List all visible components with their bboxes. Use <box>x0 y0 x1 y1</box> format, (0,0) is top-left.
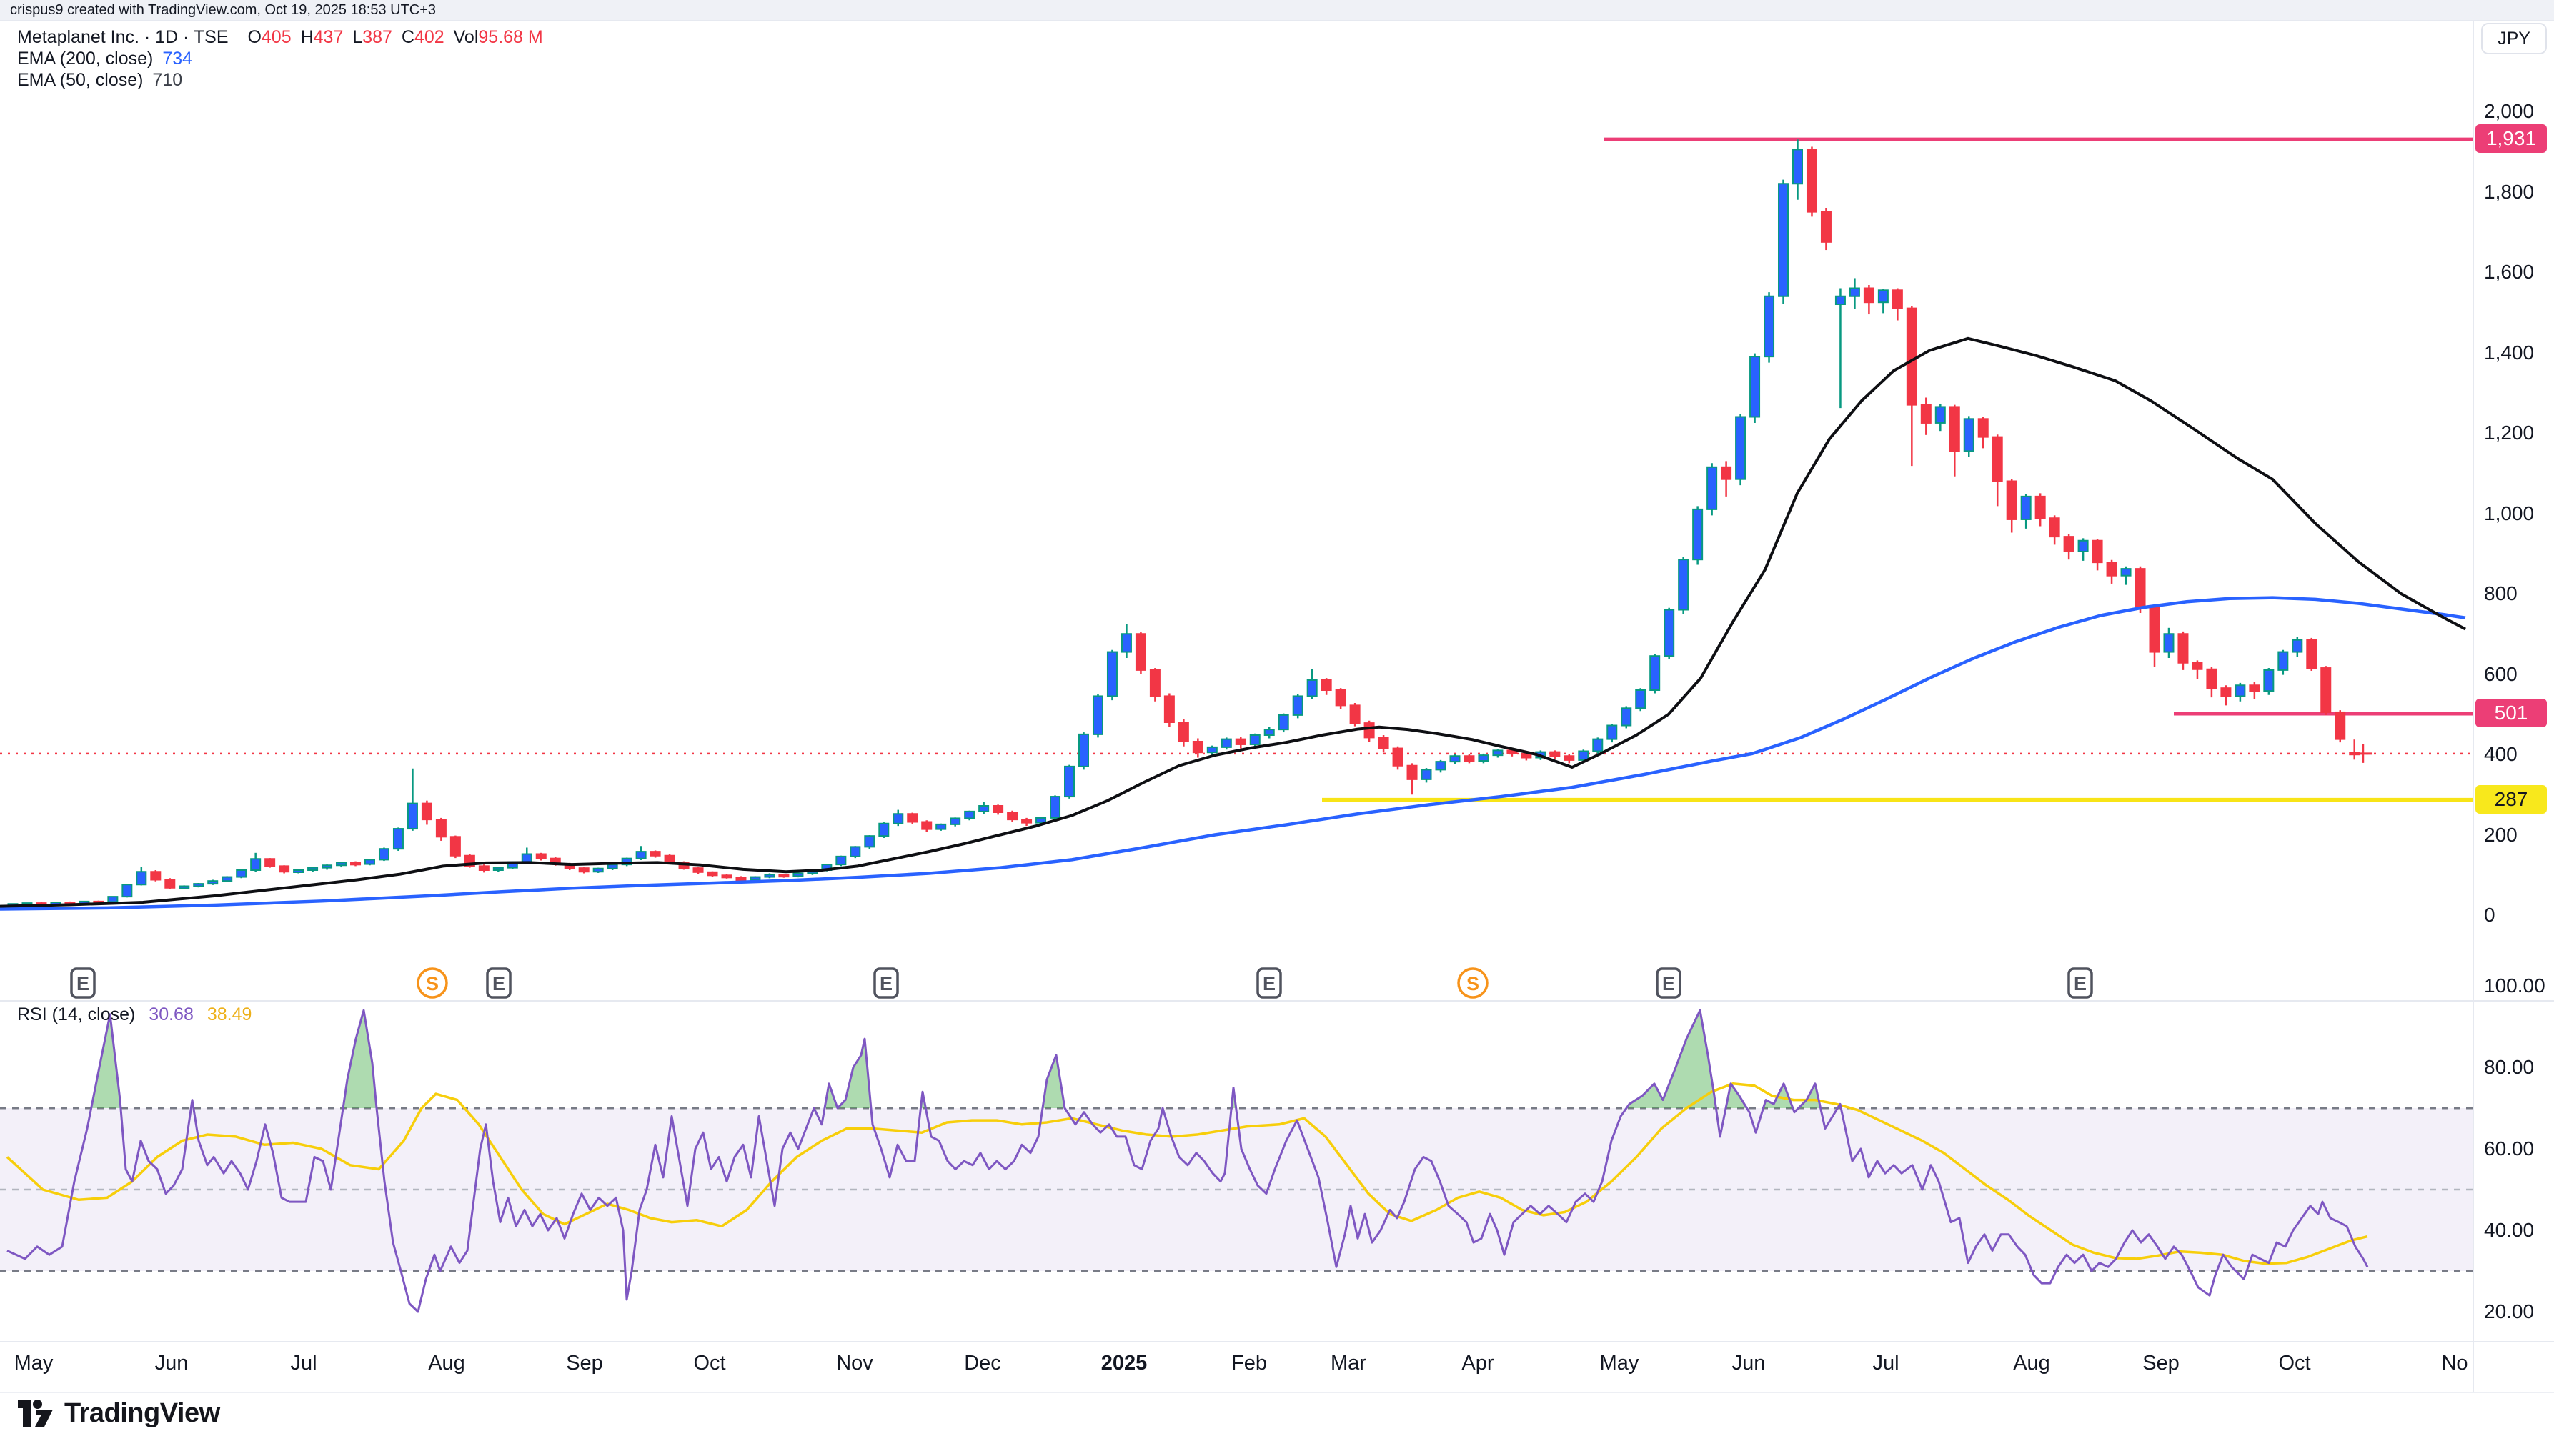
volume-label: Vol <box>453 27 479 47</box>
svg-text:E: E <box>880 973 893 994</box>
ema50-legend[interactable]: EMA (50, close) 710 <box>17 70 187 91</box>
close-label: C <box>401 27 414 47</box>
svg-text:E: E <box>76 973 89 994</box>
symbol-title: Metaplanet Inc. · 1D · TSE <box>17 27 229 47</box>
price-axis-tick: 1,200 <box>2484 422 2535 444</box>
rsi-legend[interactable]: RSI (14, close) 30.68 38.49 <box>17 1004 252 1025</box>
price-axis-tick: 1,000 <box>2484 502 2535 524</box>
time-axis-label: Jun <box>154 1352 189 1375</box>
tradingview-logo[interactable]: TradingView <box>17 1397 220 1429</box>
time-axis-label: Aug <box>428 1352 465 1375</box>
time-axis-label: May <box>14 1352 54 1375</box>
low-label: L <box>352 27 363 47</box>
svg-text:S: S <box>426 973 439 994</box>
price-axis-tick: 400 <box>2484 743 2518 765</box>
rsi-value: 30.68 <box>149 1004 194 1024</box>
time-axis-bottom-border <box>0 1392 2554 1393</box>
time-axis-label: Jun <box>1731 1352 1766 1375</box>
price-axis-tick: 0 <box>2484 904 2495 926</box>
price-axis-tick: 1,800 <box>2484 181 2535 203</box>
svg-text:E: E <box>1263 973 1276 994</box>
time-axis-label: Mar <box>1331 1352 1366 1375</box>
price-level-badge: 501 <box>2475 699 2547 727</box>
pane-divider[interactable] <box>0 1000 2554 1002</box>
price-axis-tick: 1,600 <box>2484 261 2535 283</box>
time-axis-label: Jul <box>1872 1352 1899 1375</box>
price-axis-tick: 1,400 <box>2484 341 2535 364</box>
svg-text:E: E <box>492 973 505 994</box>
earnings-marker[interactable] <box>1656 967 1681 999</box>
rsi-axis-tick: 20.00 <box>2484 1300 2535 1322</box>
tradingview-logo-text: TradingView <box>64 1397 220 1428</box>
time-axis-label: Oct <box>693 1352 726 1375</box>
time-axis-label: Oct <box>2278 1352 2311 1375</box>
price-axis-separator[interactable] <box>2473 20 2474 1393</box>
earnings-marker[interactable] <box>1256 967 1282 999</box>
credit-text: crispus9 created with TradingView.com, O… <box>10 2 437 18</box>
svg-text:E: E <box>2074 973 2087 994</box>
time-axis-label: 2025 <box>1100 1352 1148 1375</box>
close-value: 402 <box>414 27 444 47</box>
svg-text:S: S <box>1466 973 1479 994</box>
time-axis-label: No <box>2441 1352 2468 1375</box>
rsi-axis-tick: 80.00 <box>2484 1056 2535 1078</box>
ema200-label: EMA (200, close) <box>17 49 154 69</box>
time-axis-label: Apr <box>1461 1352 1494 1375</box>
price-axis-tick: 800 <box>2484 582 2518 604</box>
time-axis-label: Sep <box>2142 1352 2180 1375</box>
earnings-marker[interactable] <box>486 967 512 999</box>
time-axis-label: Aug <box>2013 1352 2050 1375</box>
currency-chip[interactable]: JPY <box>2481 23 2547 54</box>
open-label: O <box>247 27 262 47</box>
price-axis-tick: 200 <box>2484 824 2518 846</box>
rsi-axis-tick: 100.00 <box>2484 974 2545 997</box>
ema200-legend[interactable]: EMA (200, close) 734 <box>17 49 197 69</box>
volume-value: 95.68 M <box>478 27 543 47</box>
open-value: 405 <box>261 27 292 47</box>
low-value: 387 <box>362 27 392 47</box>
high-label: H <box>300 27 314 47</box>
ema200-value: 734 <box>162 49 193 69</box>
tradingview-logo-icon <box>18 1400 53 1427</box>
price-level-badge: 1,931 <box>2475 124 2547 153</box>
symbol-legend[interactable]: Metaplanet Inc. · 1D · TSE O405 H437 L38… <box>17 27 547 48</box>
time-axis-label: May <box>1599 1352 1639 1375</box>
time-axis-label: Dec <box>964 1352 1001 1375</box>
price-level-badge: 287 <box>2475 785 2547 814</box>
split-marker[interactable] <box>1457 967 1489 999</box>
credit-strip <box>0 0 2554 21</box>
ema50-label: EMA (50, close) <box>17 70 144 90</box>
price-axis-tick: 2,000 <box>2484 100 2535 122</box>
ema50-value: 710 <box>152 70 183 90</box>
earnings-marker[interactable] <box>873 967 899 999</box>
high-value: 437 <box>313 27 344 47</box>
price-axis-tick: 600 <box>2484 663 2518 685</box>
currency-chip-label: JPY <box>2498 28 2530 49</box>
rsi-ma-value: 38.49 <box>207 1004 252 1024</box>
time-axis-label: Nov <box>836 1352 873 1375</box>
earnings-marker[interactable] <box>70 967 96 999</box>
time-axis-label: Sep <box>566 1352 603 1375</box>
svg-text:E: E <box>1662 973 1675 994</box>
time-axis-label: Jul <box>290 1352 317 1375</box>
rsi-bottom-divider <box>0 1341 2554 1342</box>
rsi-axis-tick: 60.00 <box>2484 1137 2535 1160</box>
earnings-marker[interactable] <box>2067 967 2093 999</box>
time-axis-label: Feb <box>1231 1352 1267 1375</box>
split-marker[interactable] <box>417 967 448 999</box>
rsi-label: RSI (14, close) <box>17 1004 136 1024</box>
rsi-axis-tick: 40.00 <box>2484 1219 2535 1241</box>
